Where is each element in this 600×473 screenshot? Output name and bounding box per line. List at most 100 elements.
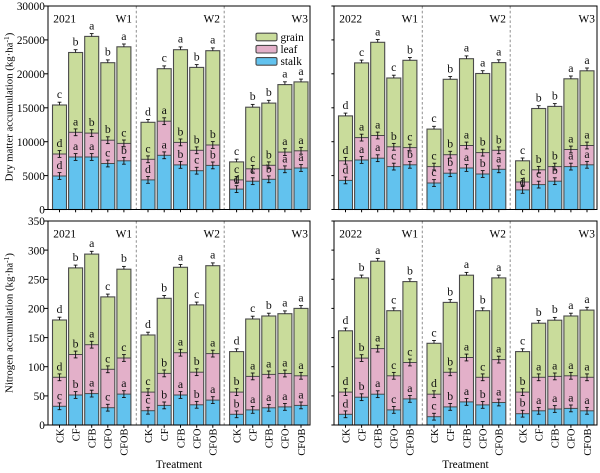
svg-text:c: c [145,393,150,407]
svg-text:CFO: CFO [390,428,401,449]
svg-text:a: a [496,260,502,274]
svg-text:b: b [121,251,127,265]
svg-text:a: a [210,33,216,47]
svg-text:d: d [145,317,151,331]
svg-text:0: 0 [39,205,45,217]
svg-text:c: c [250,151,255,165]
svg-text:250: 250 [28,275,45,287]
svg-text:b: b [496,132,502,146]
svg-text:c: c [105,146,110,160]
svg-text:a: a [210,382,216,396]
svg-text:a: a [584,128,590,142]
svg-text:d: d [343,143,349,157]
svg-text:Dry matter accumulation (kg·ha: Dry matter accumulation (kg·ha-1) [2,32,16,181]
svg-text:stalk: stalk [281,56,303,68]
svg-text:a: a [568,61,574,75]
svg-text:b: b [194,132,200,146]
svg-text:d: d [57,302,63,316]
svg-text:b: b [234,374,240,388]
svg-text:a: a [266,390,272,404]
svg-text:b: b [536,305,542,319]
svg-text:W1: W1 [402,14,419,26]
svg-text:b: b [178,147,184,161]
svg-text:b: b [178,124,184,138]
svg-text:b: b [89,115,95,129]
svg-text:a: a [584,147,590,161]
svg-text:150: 150 [28,333,45,345]
svg-text:b: b [194,354,200,368]
svg-text:a: a [178,32,184,46]
svg-text:a: a [250,358,256,372]
svg-text:c: c [145,374,150,388]
svg-text:c: c [391,358,396,372]
svg-text:a: a [496,385,502,399]
svg-text:b: b [194,387,200,401]
svg-text:a: a [178,377,184,391]
svg-text:CK: CK [232,428,243,443]
svg-text:c: c [431,325,436,339]
svg-text:c: c [407,130,412,144]
svg-text:CFOB: CFOB [209,428,220,455]
svg-text:c: c [520,334,525,348]
svg-text:W2: W2 [204,229,221,241]
svg-text:b: b [266,85,272,99]
svg-text:CFO: CFO [104,428,115,449]
svg-text:c: c [145,141,150,155]
svg-text:b: b [161,355,167,369]
svg-text:100: 100 [28,362,45,374]
svg-text:a: a [178,335,184,349]
svg-text:b: b [552,88,558,102]
svg-text:a: a [282,151,288,165]
svg-text:c: c [391,293,396,307]
svg-text:a: a [584,53,590,67]
svg-text:b: b [234,396,240,410]
svg-text:a: a [375,331,381,345]
svg-text:d: d [431,376,437,390]
svg-text:d: d [343,98,349,112]
svg-text:d: d [57,359,63,373]
svg-text:a: a [464,257,470,271]
svg-text:a: a [89,18,95,32]
svg-text:b: b [121,143,127,157]
svg-text:a: a [568,390,574,404]
svg-text:a: a [496,342,502,356]
svg-text:b: b [447,389,453,403]
svg-text:a: a [282,67,288,81]
svg-text:a: a [73,139,79,153]
svg-text:a: a [282,296,288,310]
svg-text:b: b [536,152,542,166]
svg-text:c: c [234,144,239,158]
svg-text:c: c [121,340,126,354]
svg-text:Nitrogen accumulation (kg·ha-1: Nitrogen accumulation (kg·ha-1) [2,253,16,393]
svg-text:25000: 25000 [17,35,45,47]
svg-text:W2: W2 [490,14,507,26]
svg-text:grain: grain [281,32,305,44]
svg-text:b: b [210,147,216,161]
svg-text:c: c [234,162,239,176]
svg-text:CK: CK [430,428,441,443]
svg-text:c: c [194,287,199,301]
svg-text:a: a [298,290,304,304]
svg-text:a: a [298,358,304,372]
svg-text:CFB: CFB [176,428,187,448]
svg-text:CFO: CFO [567,428,578,449]
svg-text:d: d [57,136,63,150]
svg-text:CF: CF [249,428,260,441]
svg-text:a: a [210,336,216,350]
svg-text:a: a [375,118,381,132]
svg-text:b: b [250,89,256,103]
svg-text:20000: 20000 [17,69,45,81]
svg-text:a: a [552,358,558,372]
svg-text:b: b [480,156,486,170]
svg-text:b: b [480,387,486,401]
svg-text:W3: W3 [579,229,596,241]
svg-text:CK: CK [518,428,529,443]
svg-text:c: c [250,301,255,315]
svg-text:b: b [194,49,200,63]
svg-text:a: a [266,356,272,370]
svg-text:a: a [375,243,381,257]
svg-text:a: a [464,384,470,398]
svg-text:c: c [105,351,110,365]
svg-text:c: c [520,164,525,178]
svg-text:CFO: CFO [281,428,292,449]
